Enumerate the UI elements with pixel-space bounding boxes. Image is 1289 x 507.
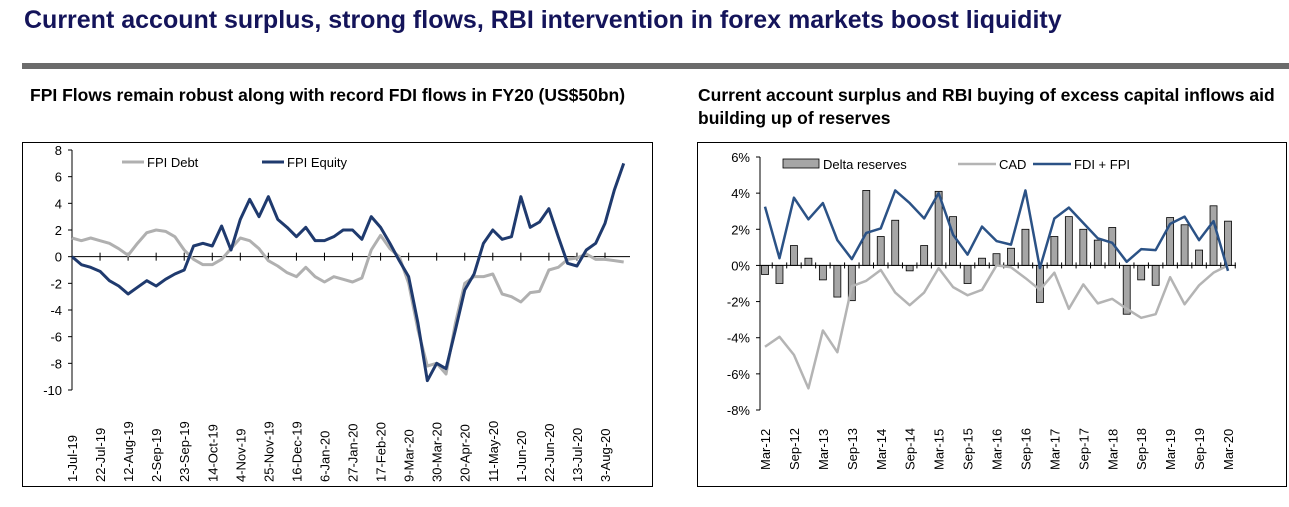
- reserves-chart-frame: [697, 142, 1287, 487]
- x-tick-label: 4-Nov-19: [233, 429, 248, 482]
- x-tick-label: Mar-14: [874, 429, 889, 470]
- x-tick-label: Mar-20: [1221, 429, 1236, 470]
- bar-delta-reserves: [790, 245, 798, 266]
- y-tick-label: 6: [55, 170, 62, 185]
- y-tick-label: -2: [50, 276, 62, 291]
- bar-delta-reserves: [862, 190, 871, 266]
- bar-delta-reserves: [1093, 239, 1102, 266]
- bar-delta-reserves: [1079, 228, 1088, 266]
- y-tick-label: 8: [55, 143, 62, 158]
- bar-delta-reserves: [775, 265, 784, 284]
- y-tick-label: 6%: [731, 150, 750, 165]
- bar-delta-reserves: [905, 265, 914, 272]
- x-tick-label: 16-Dec-19: [289, 421, 304, 482]
- y-tick-label: -2%: [727, 295, 751, 310]
- x-tick-label: Sep-13: [845, 428, 860, 470]
- x-tick-label: Sep-18: [1134, 428, 1149, 470]
- x-tick-label: Sep-19: [1192, 428, 1207, 470]
- y-tick-label: -6%: [727, 367, 751, 382]
- bar-delta-reserves: [1050, 236, 1059, 266]
- legend-swatch: [782, 158, 820, 169]
- x-tick-label: 12-Aug-19: [121, 421, 136, 482]
- x-tick-label: 20-Apr-20: [458, 424, 473, 482]
- bar-delta-reserves: [992, 253, 1001, 266]
- x-tick-label: Sep-16: [1018, 428, 1033, 470]
- x-tick-label: 9-Mar-20: [402, 429, 417, 482]
- x-tick-label: 27-Jan-20: [346, 423, 361, 482]
- bar-delta-reserves: [818, 265, 827, 281]
- x-tick-label: 22-Jul-19: [93, 428, 108, 482]
- y-tick-label: 2%: [731, 222, 750, 237]
- series-line-fpi-debt: [71, 228, 624, 376]
- legend-label: FPI Debt: [147, 155, 199, 170]
- legend-label: FDI + FPI: [1074, 157, 1130, 172]
- x-tick-label: Mar-13: [816, 429, 831, 470]
- y-tick-label: 0: [55, 250, 62, 265]
- x-tick-label: Mar-19: [1163, 429, 1178, 470]
- bar-delta-reserves: [920, 245, 929, 266]
- bar-delta-reserves: [1064, 216, 1073, 266]
- legend-label: Delta reserves: [823, 157, 907, 172]
- x-tick-label: 1-Jun-20: [514, 431, 529, 482]
- divider: [22, 63, 1289, 69]
- y-tick-label: -4: [50, 303, 62, 318]
- bar-delta-reserves: [1151, 265, 1160, 286]
- y-tick-label: -8: [50, 356, 62, 371]
- x-tick-label: Sep-14: [903, 428, 918, 470]
- bar-delta-reserves: [1209, 205, 1218, 266]
- y-tick-label: 0%: [731, 258, 750, 273]
- series-line-fdi-fpi: [763, 189, 1230, 272]
- series-line-fpi-equity: [71, 162, 626, 383]
- x-tick-label: 25-Nov-19: [261, 421, 276, 482]
- x-tick-label: 22-Jun-20: [542, 423, 557, 482]
- x-tick-label: 14-Oct-19: [205, 424, 220, 482]
- x-tick-label: 17-Feb-20: [374, 422, 389, 482]
- y-tick-label: 4%: [731, 186, 750, 201]
- x-tick-label: 6-Jan-20: [317, 431, 332, 482]
- bar-delta-reserves: [891, 219, 900, 266]
- legend-label: FPI Equity: [287, 155, 347, 170]
- bar-delta-reserves: [761, 265, 769, 275]
- legend-label: CAD: [999, 157, 1026, 172]
- x-tick-label: 3-Aug-20: [598, 429, 613, 482]
- bar-delta-reserves: [1195, 249, 1203, 266]
- x-tick-label: Sep-12: [787, 428, 802, 470]
- x-tick-label: Mar-17: [1047, 429, 1062, 470]
- x-tick-label: 13-Jul-20: [570, 428, 585, 482]
- y-tick-label: 4: [55, 196, 62, 211]
- series-line-cad: [764, 264, 1229, 390]
- x-tick-label: Sep-15: [961, 428, 976, 470]
- x-tick-label: 1-Jul-19: [65, 435, 80, 482]
- y-tick-label: 2: [55, 223, 62, 238]
- bar-delta-reserves: [1137, 265, 1146, 281]
- x-tick-label: 23-Sep-19: [177, 421, 192, 482]
- x-tick-label: 30-Mar-20: [430, 422, 445, 482]
- bar-delta-reserves: [876, 236, 885, 266]
- bar-delta-reserves: [1007, 247, 1015, 266]
- y-tick-label: -6: [50, 330, 62, 345]
- bar-delta-reserves: [1180, 224, 1189, 266]
- page-title: Current account surplus, strong flows, R…: [24, 6, 1062, 34]
- x-tick-label: Mar-16: [990, 429, 1005, 470]
- y-tick-label: -8%: [727, 403, 751, 418]
- y-tick-label: -4%: [727, 331, 751, 346]
- bar-delta-reserves: [833, 265, 842, 298]
- right-chart-title: Current account surplus and RBI buying o…: [698, 85, 1275, 128]
- x-tick-label: 2-Sep-19: [149, 429, 164, 482]
- bar-delta-reserves: [963, 265, 972, 284]
- left-chart-title: FPI Flows remain robust along with recor…: [30, 85, 626, 105]
- bar-delta-reserves: [978, 257, 986, 266]
- y-tick-label: -10: [43, 383, 62, 398]
- x-tick-label: Mar-18: [1105, 429, 1120, 470]
- fpi-flows-chart-frame: [22, 142, 653, 487]
- x-tick-label: Sep-17: [1076, 428, 1091, 470]
- bar-delta-reserves: [804, 257, 813, 266]
- bar-delta-reserves: [1021, 228, 1030, 266]
- x-tick-label: Mar-12: [758, 429, 773, 470]
- x-tick-label: 11-May-20: [486, 421, 501, 482]
- x-tick-label: Mar-15: [932, 429, 947, 470]
- bar-delta-reserves: [1036, 265, 1044, 303]
